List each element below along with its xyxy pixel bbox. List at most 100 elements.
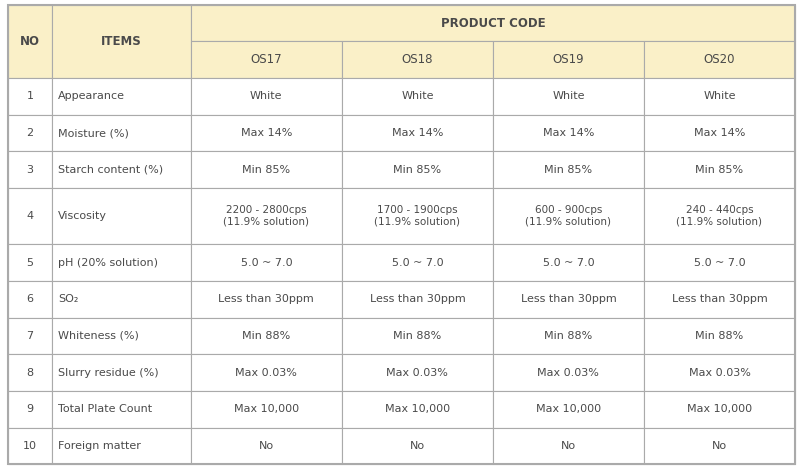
Text: OS17: OS17: [250, 53, 282, 66]
Bar: [191, 318, 342, 354]
Text: Min 85%: Min 85%: [242, 165, 290, 175]
Text: Min 85%: Min 85%: [544, 165, 592, 175]
Bar: [8, 151, 51, 188]
Text: White: White: [249, 91, 282, 101]
Text: Less than 30ppm: Less than 30ppm: [218, 294, 314, 304]
Text: Max 0.03%: Max 0.03%: [235, 368, 297, 378]
Text: Max 14%: Max 14%: [241, 128, 292, 138]
Text: 600 - 900cps
(11.9% solution): 600 - 900cps (11.9% solution): [525, 205, 610, 227]
Bar: [492, 115, 643, 151]
Text: NO: NO: [20, 35, 40, 48]
Bar: [342, 188, 492, 244]
Bar: [643, 354, 794, 391]
Bar: [342, 281, 492, 318]
Text: 240 - 440cps
(11.9% solution): 240 - 440cps (11.9% solution): [675, 205, 762, 227]
Text: Less than 30ppm: Less than 30ppm: [670, 294, 767, 304]
Bar: [191, 354, 342, 391]
Text: 6: 6: [26, 294, 34, 304]
Bar: [51, 281, 191, 318]
Text: Min 88%: Min 88%: [242, 331, 290, 341]
Bar: [51, 115, 191, 151]
Bar: [342, 41, 492, 78]
Text: Max 14%: Max 14%: [391, 128, 443, 138]
Text: 7: 7: [26, 331, 34, 341]
Text: Slurry residue (%): Slurry residue (%): [58, 368, 159, 378]
Bar: [492, 391, 643, 428]
Bar: [492, 244, 643, 281]
Bar: [191, 151, 342, 188]
Bar: [191, 281, 342, 318]
Text: Min 85%: Min 85%: [695, 165, 743, 175]
Text: 1700 - 1900cps
(11.9% solution): 1700 - 1900cps (11.9% solution): [374, 205, 460, 227]
Bar: [51, 5, 191, 78]
Bar: [492, 78, 643, 115]
Bar: [51, 354, 191, 391]
Bar: [8, 354, 51, 391]
Bar: [191, 391, 342, 428]
Text: 5: 5: [26, 257, 34, 267]
Bar: [51, 244, 191, 281]
Text: 1: 1: [26, 91, 34, 101]
Bar: [191, 78, 342, 115]
Bar: [51, 78, 191, 115]
Text: 3: 3: [26, 165, 34, 175]
Text: Starch content (%): Starch content (%): [58, 165, 163, 175]
Text: Min 88%: Min 88%: [393, 331, 441, 341]
Text: 5.0 ~ 7.0: 5.0 ~ 7.0: [241, 257, 292, 267]
Bar: [342, 428, 492, 464]
Text: Viscosity: Viscosity: [58, 211, 107, 221]
Text: Max 0.03%: Max 0.03%: [386, 368, 448, 378]
Text: OS19: OS19: [552, 53, 584, 66]
Bar: [492, 318, 643, 354]
Bar: [492, 151, 643, 188]
Bar: [191, 5, 794, 41]
Bar: [51, 151, 191, 188]
Text: OS20: OS20: [703, 53, 735, 66]
Text: Max 10,000: Max 10,000: [686, 404, 751, 414]
Text: Max 0.03%: Max 0.03%: [687, 368, 749, 378]
Bar: [191, 188, 342, 244]
Bar: [191, 115, 342, 151]
Bar: [8, 281, 51, 318]
Text: White: White: [401, 91, 433, 101]
Bar: [342, 151, 492, 188]
Text: 2: 2: [26, 128, 34, 138]
Bar: [8, 318, 51, 354]
Text: White: White: [703, 91, 735, 101]
Text: Max 14%: Max 14%: [693, 128, 744, 138]
Bar: [51, 318, 191, 354]
Bar: [492, 281, 643, 318]
Bar: [191, 244, 342, 281]
Text: PRODUCT CODE: PRODUCT CODE: [440, 16, 545, 30]
Text: 5.0 ~ 7.0: 5.0 ~ 7.0: [391, 257, 443, 267]
Bar: [8, 391, 51, 428]
Bar: [342, 244, 492, 281]
Text: Max 14%: Max 14%: [542, 128, 593, 138]
Bar: [342, 78, 492, 115]
Bar: [8, 78, 51, 115]
Bar: [643, 281, 794, 318]
Bar: [492, 188, 643, 244]
Text: 9: 9: [26, 404, 34, 414]
Bar: [342, 391, 492, 428]
Bar: [8, 188, 51, 244]
Text: 10: 10: [23, 441, 37, 451]
Text: pH (20% solution): pH (20% solution): [58, 257, 158, 267]
Bar: [8, 5, 51, 78]
Text: Appearance: Appearance: [58, 91, 125, 101]
Text: Min 88%: Min 88%: [544, 331, 592, 341]
Text: No: No: [711, 441, 726, 451]
Bar: [191, 428, 342, 464]
Text: Min 88%: Min 88%: [695, 331, 743, 341]
Bar: [643, 318, 794, 354]
Bar: [643, 428, 794, 464]
Text: No: No: [560, 441, 575, 451]
Text: OS18: OS18: [401, 53, 432, 66]
Bar: [8, 115, 51, 151]
Bar: [492, 428, 643, 464]
Bar: [51, 188, 191, 244]
Bar: [8, 428, 51, 464]
Bar: [51, 428, 191, 464]
Text: Foreign matter: Foreign matter: [58, 441, 141, 451]
Text: 5.0 ~ 7.0: 5.0 ~ 7.0: [693, 257, 744, 267]
